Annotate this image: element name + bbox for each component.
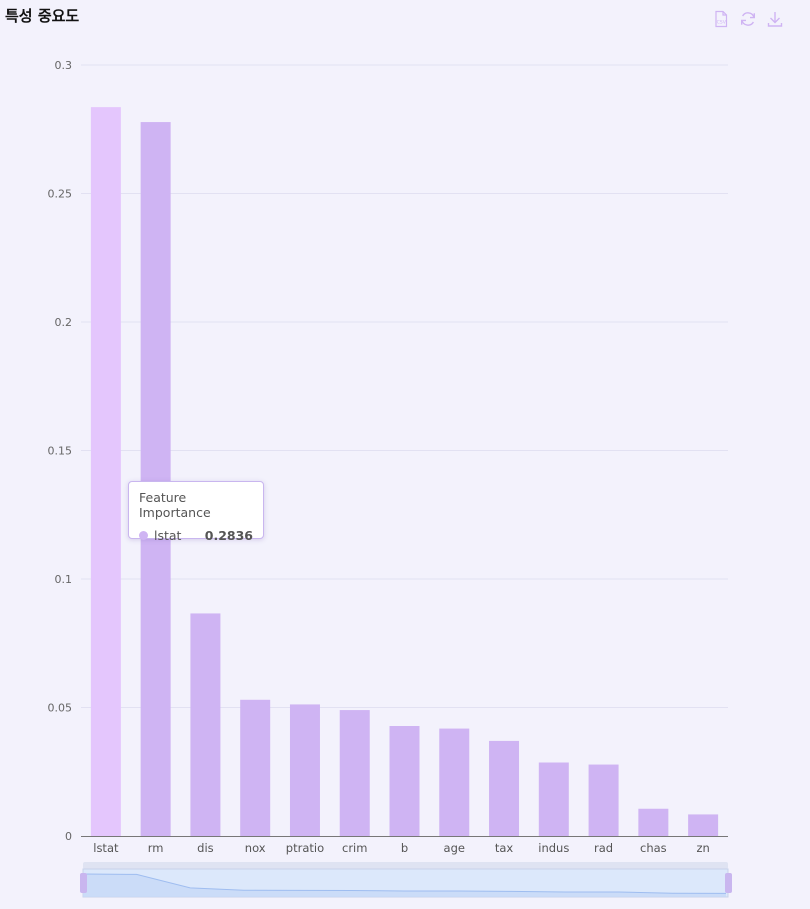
csv-file-icon[interactable]: CSV [712,10,730,28]
bar-tax[interactable] [489,740,520,836]
x-axis-ticks: lstat rm dis nox ptratio crim b age tax indus rad c… [93,841,710,855]
y-tick-label: 0.05 [48,702,73,715]
x-tick-label: indus [538,841,569,855]
tooltip-label: lstat [154,528,182,543]
bars [90,107,719,836]
bar-dis[interactable] [190,613,221,836]
download-icon[interactable] [766,10,784,28]
x-tick-label: crim [342,841,367,855]
y-tick-label: 0.3 [55,59,73,72]
bar-zn[interactable] [688,814,719,836]
chart-title: 특성 중요도 [5,7,80,25]
bar-age[interactable] [439,728,470,836]
grid-lines [81,64,728,708]
x-tick-label: ptratio [286,841,324,855]
tooltip-row: lstat 0.2836 [139,528,253,543]
y-tick-label: 0.25 [48,188,73,201]
bar-chas[interactable] [638,808,669,836]
bar-indus[interactable] [538,762,569,836]
tooltip-title: Feature Importance [139,490,211,520]
chart-tooltip: Feature Importance lstat 0.2836 [128,481,264,543]
x-tick-label: dis [197,841,214,855]
datazoom-track[interactable] [83,862,728,869]
y-tick-label: 0.1 [55,573,73,586]
x-tick-label: tax [495,841,514,855]
x-tick-label: chas [640,841,667,855]
x-tick-label: rad [594,841,613,855]
datazoom-line [82,873,727,894]
y-tick-label: 0.15 [48,445,73,458]
datazoom-slider [80,862,732,898]
bar-b[interactable] [389,726,420,836]
y-tick-label: 0 [65,830,72,843]
bar-crim[interactable] [339,710,370,836]
svg-text:CSV: CSV [717,20,727,26]
datazoom-handle-left[interactable] [80,873,87,893]
x-tick-label: age [444,841,465,855]
x-tick-label: rm [148,841,164,855]
x-tick-label: nox [245,841,266,855]
x-tick-label: b [401,841,408,855]
chart-toolbar: CSV [712,10,784,28]
bar-rm[interactable] [140,122,171,836]
datazoom-handle-right[interactable] [725,873,732,893]
bar-lstat[interactable] [90,107,121,836]
x-tick-label: zn [696,841,709,855]
bar-ptratio[interactable] [289,704,320,836]
bar-nox[interactable] [240,699,271,836]
series-marker-icon [139,531,148,540]
y-tick-label: 0.2 [55,316,73,329]
y-axis-ticks: 0 0.05 0.1 0.15 0.2 0.25 0.3 [48,59,73,843]
x-tick-label: lstat [93,841,119,855]
bar-rad[interactable] [588,764,619,836]
refresh-icon[interactable] [739,10,757,28]
tooltip-value: 0.2836 [204,528,253,543]
datazoom-area [83,874,726,897]
